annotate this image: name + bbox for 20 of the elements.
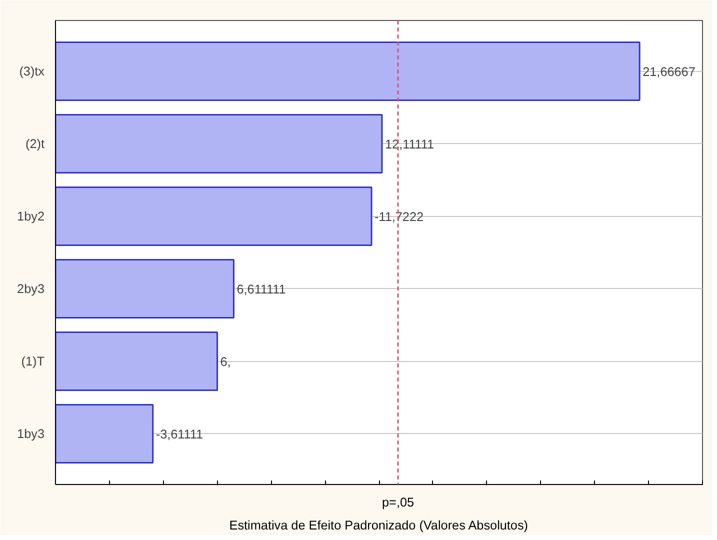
y-tick-label: 1by3: [17, 426, 45, 441]
bar: [56, 114, 383, 174]
y-tick-label: 2by3: [17, 282, 45, 296]
data-label: -11,7222: [374, 210, 424, 224]
y-tick-label: (1)T: [21, 354, 45, 368]
y-tick-label: (3)tx: [19, 64, 46, 78]
y-tick-label: (2)t: [26, 136, 45, 151]
data-label: 6,611111: [236, 282, 286, 296]
data-label: -3,61111: [156, 427, 204, 442]
bar: [56, 42, 640, 101]
x-axis-title: Estimativa de Efeito Padronizado (Valores Absolutos): [229, 518, 528, 532]
data-label: 6,: [220, 354, 231, 369]
y-tick-label: 1by2: [17, 209, 45, 224]
data-label: 12,11111: [384, 137, 434, 152]
ref-line-label: p=,05: [382, 496, 414, 510]
bar: [56, 186, 372, 246]
bar: [56, 259, 234, 318]
bar: [56, 332, 218, 391]
bar: [56, 404, 154, 464]
data-label: 21,66667: [642, 64, 696, 79]
